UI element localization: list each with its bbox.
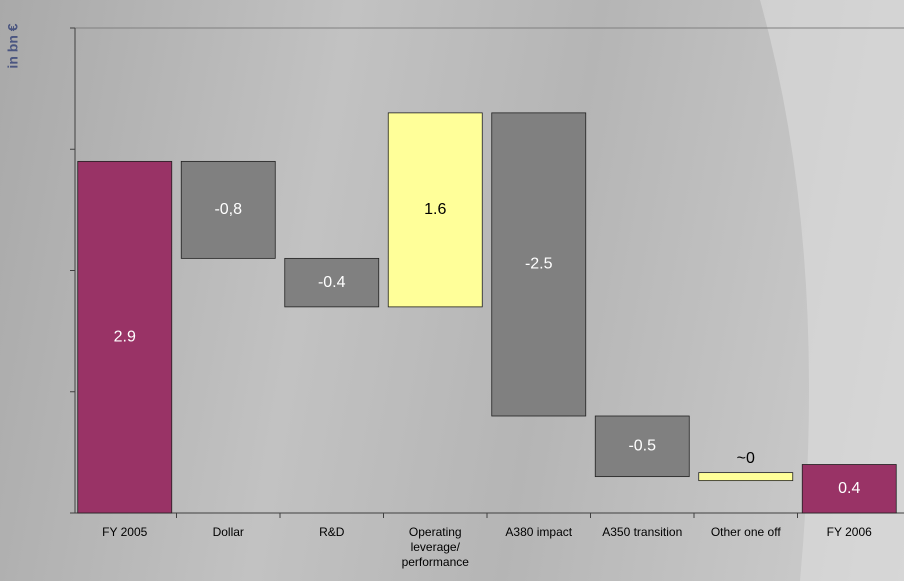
bar bbox=[801, 464, 897, 514]
bar bbox=[387, 112, 483, 308]
value-label: -2.5 bbox=[525, 256, 553, 273]
value-label: -0.5 bbox=[628, 438, 656, 455]
value-label: ~0 bbox=[737, 450, 755, 467]
x-tick-label: FY 2006 bbox=[826, 525, 872, 539]
x-tick-label: A380 impact bbox=[505, 525, 573, 539]
x-tick-label: Other one off bbox=[710, 525, 781, 539]
bar bbox=[284, 257, 380, 308]
x-tick-label: Dollar bbox=[212, 525, 244, 539]
bar bbox=[77, 160, 173, 514]
value-label: 1.6 bbox=[424, 201, 446, 218]
bar bbox=[491, 112, 587, 417]
y-axis-label: in bn € bbox=[5, 23, 21, 68]
value-label: -0.4 bbox=[318, 274, 346, 291]
bar bbox=[698, 472, 794, 482]
x-tick-label: A350 transition bbox=[602, 525, 683, 539]
value-label: -0,8 bbox=[214, 201, 242, 218]
x-tick-label: R&D bbox=[319, 525, 345, 539]
x-tick-label: Operating leverage/ performance bbox=[401, 525, 469, 569]
value-label: 2.9 bbox=[114, 328, 136, 345]
x-tick-label: FY 2005 bbox=[102, 525, 148, 539]
background-shape bbox=[760, 0, 904, 581]
value-label: 0.4 bbox=[838, 480, 860, 497]
bar bbox=[594, 415, 690, 478]
bar bbox=[180, 160, 276, 259]
